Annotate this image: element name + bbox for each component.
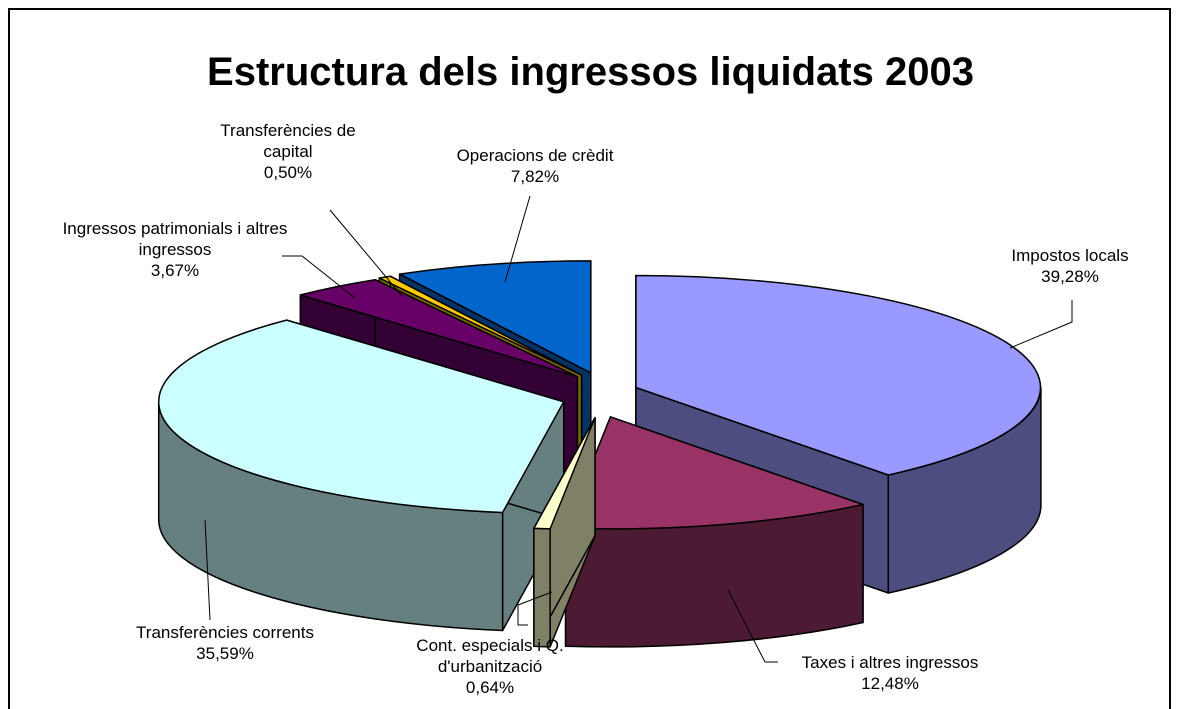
leader-line bbox=[517, 591, 553, 626]
slice-wall bbox=[533, 527, 551, 648]
label-text: 0,64% bbox=[465, 678, 515, 697]
label-text: 39,28% bbox=[1041, 267, 1099, 286]
data-label: Transferències de capital 0,50% bbox=[200, 120, 376, 183]
label-text: Cont. especials i Q. d'urbanització bbox=[416, 636, 564, 676]
data-label: Operacions de crèdit 7,82% bbox=[410, 145, 660, 187]
slice bbox=[378, 275, 583, 376]
leader-line bbox=[727, 589, 778, 663]
slice bbox=[564, 416, 864, 530]
slice bbox=[299, 278, 579, 378]
chart-title: Estructura dels ingressos liquidats 2003 bbox=[207, 50, 974, 94]
leader-line bbox=[282, 255, 356, 299]
label-text: 12,48% bbox=[861, 674, 919, 693]
slice bbox=[398, 260, 592, 374]
leader-line bbox=[504, 195, 531, 283]
data-label: Impostos locals 39,28% bbox=[980, 245, 1160, 287]
label-text: 3,67% bbox=[150, 261, 200, 280]
slice bbox=[533, 416, 596, 530]
label-text: 35,59% bbox=[196, 644, 254, 663]
leader-line bbox=[1009, 300, 1073, 349]
label-text: Ingressos patrimonials i altres ingresso… bbox=[62, 219, 288, 259]
slice bbox=[635, 274, 1042, 476]
data-label: Cont. especials i Q. d'urbanització 0,64% bbox=[380, 635, 600, 698]
leader-line bbox=[204, 519, 211, 621]
label-text: Operacions de crèdit bbox=[456, 146, 614, 165]
label-text: Impostos locals bbox=[1011, 246, 1129, 265]
label-text: 0,50% bbox=[263, 163, 313, 182]
data-label: Ingressos patrimonials i altres ingresso… bbox=[55, 218, 295, 281]
data-label: Transferències corrents 35,59% bbox=[80, 622, 370, 664]
label-text: 7,82% bbox=[510, 167, 560, 186]
data-label: Taxes i altres ingressos 12,48% bbox=[760, 652, 1020, 694]
slice bbox=[157, 319, 565, 514]
label-text: Transferències corrents bbox=[136, 623, 314, 642]
label-text: Transferències de capital bbox=[220, 121, 356, 161]
leader-line bbox=[329, 209, 403, 297]
chart-frame bbox=[8, 8, 1171, 709]
label-text: Taxes i altres ingressos bbox=[801, 653, 979, 672]
